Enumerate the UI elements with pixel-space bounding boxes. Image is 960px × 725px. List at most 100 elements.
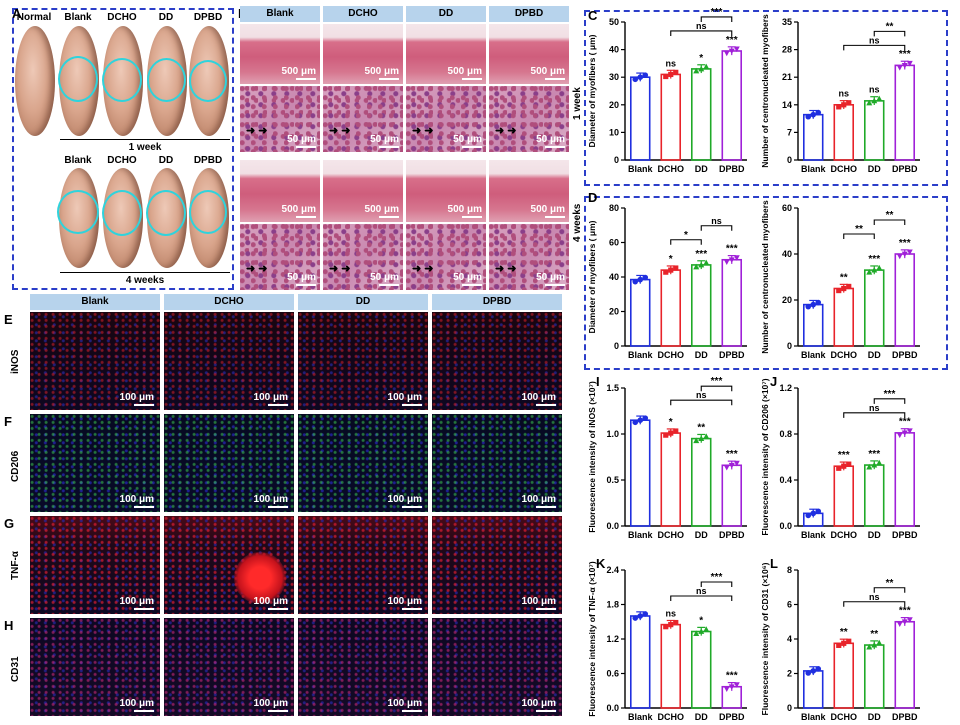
histology-image-dpbd-1: 500 μm: [489, 24, 569, 84]
significance-label: ***: [726, 671, 738, 682]
week4-line: [60, 272, 230, 273]
y-tick-label: 1.8: [606, 600, 619, 610]
bar-dcho: [833, 642, 855, 709]
fluor-image-cd31-dpbd: 100 μm: [432, 618, 562, 716]
scale-bar-line: [536, 506, 556, 508]
data-point: [901, 619, 908, 625]
scale-bar-label: 100 μm: [521, 392, 556, 403]
scale-bar: 100 μm: [254, 596, 288, 610]
y-tick-label: 4: [787, 634, 792, 644]
scale-bar-label: 100 μm: [119, 698, 154, 709]
scale-bar-label: 100 μm: [387, 698, 422, 709]
data-point: [673, 619, 679, 626]
fluor-row-label-inos: iNOS: [10, 349, 21, 374]
week1-label: 1 week: [128, 142, 162, 153]
data-point: [815, 508, 822, 515]
scale-bar: 50 μm: [287, 134, 316, 148]
y-tick-label: 0.6: [606, 669, 619, 679]
egg-label-normal: Normal: [16, 12, 52, 23]
arrow-markers: ➜ ➜: [412, 263, 434, 275]
histology-image-blank-1: 500 μm: [240, 24, 320, 84]
scale-bar: 100 μm: [254, 392, 288, 406]
significance-label: *: [699, 615, 703, 626]
scale-bar-line: [134, 506, 154, 508]
fluor-image-tnfa-dd: 100 μm: [298, 516, 428, 614]
panel-letter-i: I: [596, 374, 600, 389]
y-axis-label: Fluorescence intensity of TNF-α (×10⁷): [587, 561, 597, 717]
egg-label-dpbd-4w: DPBD: [193, 155, 223, 166]
histo-row-label-4weeks: 4 weeks: [572, 203, 583, 242]
scale-bar-label: 500 μm: [364, 66, 399, 77]
significance-label: ***: [899, 606, 911, 617]
scale-bar-line: [379, 78, 399, 80]
scale-bar: 100 μm: [120, 494, 154, 508]
histology-image-dd-2: ➜ ➜ 50 μm: [406, 86, 486, 152]
wound-ring: [58, 56, 98, 102]
scale-bar-line: [536, 404, 556, 406]
significance-label: ns: [665, 608, 676, 618]
significance-bracket: [873, 587, 906, 593]
x-tick-label: DCHO: [831, 712, 858, 722]
significance-bracket: [843, 601, 906, 607]
scale-bar-label: 50 μm: [536, 272, 565, 283]
y-tick-label: 0.0: [606, 521, 619, 531]
egg-dcho-1w: [102, 26, 143, 136]
wound-ring: [146, 190, 186, 236]
data-point: [703, 626, 710, 632]
significance-label: ***: [726, 449, 738, 460]
x-tick-label: Blank: [801, 712, 827, 722]
scale-bar-label: 100 μm: [387, 596, 422, 607]
x-tick-label: DD: [868, 712, 881, 722]
y-tick-label: 0.5: [606, 475, 619, 485]
arrow-markers: ➜ ➜: [329, 263, 351, 275]
scale-bar-label: 500 μm: [281, 66, 316, 77]
significance-bracket: [670, 399, 733, 406]
y-axis-label: Fluorescence intensity of iNOS (×10⁷): [587, 381, 597, 533]
scale-bar-label: 500 μm: [447, 66, 482, 77]
wound-ring: [102, 58, 142, 102]
scale-bar: 500 μm: [448, 204, 482, 218]
scale-bar: 500 μm: [365, 204, 399, 218]
x-tick-label: DD: [695, 530, 708, 540]
histology-image-dd-1: 500 μm: [406, 24, 486, 84]
scale-bar-label: 500 μm: [281, 204, 316, 215]
data-point: [668, 430, 674, 436]
data-point: [728, 684, 735, 690]
scale-bar: 50 μm: [453, 134, 482, 148]
y-tick-label: 2: [787, 669, 792, 679]
egg-label-blank-1w: Blank: [64, 12, 92, 23]
week4-label: 4 weeks: [125, 275, 165, 286]
scale-bar-line: [134, 608, 154, 610]
data-point: [901, 430, 908, 437]
y-axis-label: Fluorescence intensity of CD31 (×10⁶): [760, 562, 770, 715]
fluor-header-dcho: DCHO: [164, 294, 294, 310]
bracket-label: ns: [869, 403, 880, 413]
bar-dcho: [660, 623, 682, 709]
egg-label-dcho-4w: DCHO: [107, 155, 137, 166]
y-tick-label: 1.5: [606, 383, 619, 393]
egg-label-dd-4w: DD: [158, 155, 174, 166]
bracket-label: **: [886, 578, 894, 589]
data-point: [698, 628, 705, 634]
chart-l: 0 2 4 6 8 Fluorescence intensity of CD31 (×10…: [760, 562, 920, 722]
data-point: [723, 464, 730, 471]
scale-bar-line: [134, 404, 154, 406]
data-point: [805, 512, 812, 519]
scale-bar-line: [402, 506, 422, 508]
significance-label: *: [669, 417, 673, 428]
scale-bar: 100 μm: [522, 392, 556, 406]
scale-bar: 100 μm: [388, 698, 422, 712]
significance-bracket: [700, 581, 733, 587]
panel-letter-c: C: [588, 8, 598, 23]
x-tick-label: DPBD: [719, 530, 745, 540]
data-point: [805, 670, 812, 676]
scale-bar-line: [462, 78, 482, 80]
histology-image-dcho-2: ➜ ➜ 50 μm: [323, 86, 403, 152]
data-point: [663, 624, 669, 630]
egg-label-dpbd-1w: DPBD: [193, 12, 223, 23]
arrow-markers: ➜ ➜: [495, 263, 517, 275]
data-point: [632, 615, 639, 621]
data-point: [632, 419, 639, 426]
bar-blank: [802, 512, 824, 527]
bar-dd: [863, 464, 885, 527]
